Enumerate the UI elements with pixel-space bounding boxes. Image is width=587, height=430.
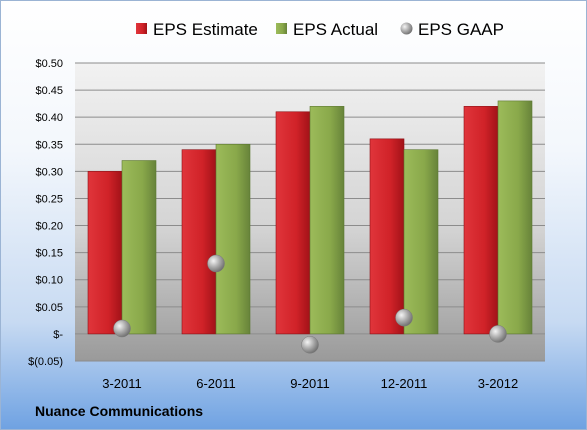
x-tick-label: 3-2011 [102,376,142,391]
eps-gaap-marker [395,308,413,327]
legend: EPS Estimate EPS Actual EPS GAAP [136,20,504,39]
eps-gaap-marker [489,325,507,343]
eps-gaap-marker [301,335,319,354]
legend-swatch [136,23,147,34]
x-axis-tick-labels: 3-2011 6-2011 9-2011 12-2011 3-2012 [102,376,518,391]
y-tick-label: $0.45 [35,85,63,97]
y-tick-label: $0.40 [35,112,63,124]
eps-actual-bar [215,143,251,335]
gaap-markers [113,254,507,354]
y-tick-label: $0.05 [35,302,63,314]
eps-actual-bar [403,149,439,335]
x-tick-label: 6-2011 [196,376,236,391]
y-tick-label: $0.10 [35,275,63,287]
x-tick-label: 12-2011 [381,376,428,391]
eps-actual-bar [121,160,157,335]
y-tick-label: $0.30 [35,166,63,178]
x-tick-label: 3-2012 [478,376,518,391]
eps-estimate-bar [463,106,499,335]
legend-label: EPS Actual [293,20,378,39]
y-tick-label: $0.50 [35,58,63,70]
y-tick-label: $0.35 [35,139,63,151]
eps-estimate-bar [275,111,311,335]
y-tick-label: $0.20 [35,221,63,233]
x-tick-label: 9-2011 [290,376,330,391]
eps-actual-bar [497,100,533,335]
eps-estimate-bar [369,138,405,335]
y-tick-label: $(0.05) [28,356,63,368]
legend-marker [400,22,413,35]
eps-estimate-bar [181,149,217,335]
legend-swatch [276,23,287,34]
y-axis-tick-labels: $(0.05) $- $0.05 $0.10 $0.15 $0.20 $0.25 $0.30 $… [28,58,63,368]
eps-actual-bar [309,106,345,335]
eps-gaap-marker [113,319,131,338]
company-name: Nuance Communications [35,403,204,419]
legend-label: EPS Estimate [153,20,258,39]
y-tick-label: $- [53,329,63,341]
y-tick-label: $0.15 [35,248,63,260]
y-tick-label: $0.25 [35,193,63,205]
bars [87,100,533,335]
legend-label: EPS GAAP [418,20,504,39]
eps-estimate-bar [87,171,123,335]
eps-gaap-marker [207,254,225,273]
